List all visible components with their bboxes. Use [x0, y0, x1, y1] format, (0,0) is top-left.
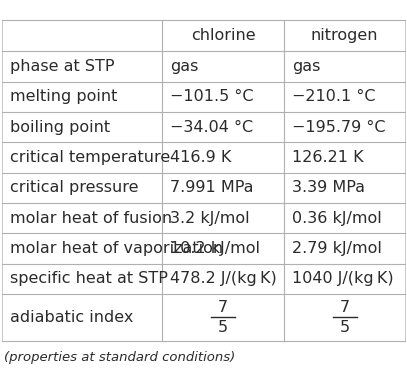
Text: −195.79 °C: −195.79 °C — [292, 120, 385, 135]
Text: 7: 7 — [218, 300, 228, 315]
Text: adiabatic index: adiabatic index — [10, 310, 133, 325]
Text: 7: 7 — [339, 300, 350, 315]
Text: −101.5 °C: −101.5 °C — [170, 89, 254, 104]
Text: 10.2 kJ/mol: 10.2 kJ/mol — [170, 241, 260, 256]
Text: molar heat of vaporization: molar heat of vaporization — [10, 241, 223, 256]
Text: 5: 5 — [339, 320, 350, 335]
Text: 7.991 MPa: 7.991 MPa — [170, 180, 254, 195]
Text: 3.2 kJ/mol: 3.2 kJ/mol — [170, 211, 249, 226]
Text: 3.39 MPa: 3.39 MPa — [292, 180, 365, 195]
Text: 2.79 kJ/mol: 2.79 kJ/mol — [292, 241, 382, 256]
Text: specific heat at STP: specific heat at STP — [10, 271, 168, 286]
Text: 478.2 J/(kg K): 478.2 J/(kg K) — [170, 271, 277, 286]
Text: 1040 J/(kg K): 1040 J/(kg K) — [292, 271, 394, 286]
Text: (properties at standard conditions): (properties at standard conditions) — [4, 351, 235, 363]
Text: boiling point: boiling point — [10, 120, 110, 135]
Text: molar heat of fusion: molar heat of fusion — [10, 211, 172, 226]
Text: melting point: melting point — [10, 89, 117, 104]
Text: critical temperature: critical temperature — [10, 150, 170, 165]
Text: gas: gas — [292, 59, 320, 74]
Text: 5: 5 — [218, 320, 228, 335]
Text: 0.36 kJ/mol: 0.36 kJ/mol — [292, 211, 382, 226]
Text: −34.04 °C: −34.04 °C — [170, 120, 253, 135]
Text: 416.9 K: 416.9 K — [170, 150, 231, 165]
Text: −210.1 °C: −210.1 °C — [292, 89, 376, 104]
Text: critical pressure: critical pressure — [10, 180, 138, 195]
Text: nitrogen: nitrogen — [311, 28, 378, 43]
Text: 126.21 K: 126.21 K — [292, 150, 363, 165]
Text: gas: gas — [170, 59, 198, 74]
Text: phase at STP: phase at STP — [10, 59, 114, 74]
Text: chlorine: chlorine — [191, 28, 255, 43]
